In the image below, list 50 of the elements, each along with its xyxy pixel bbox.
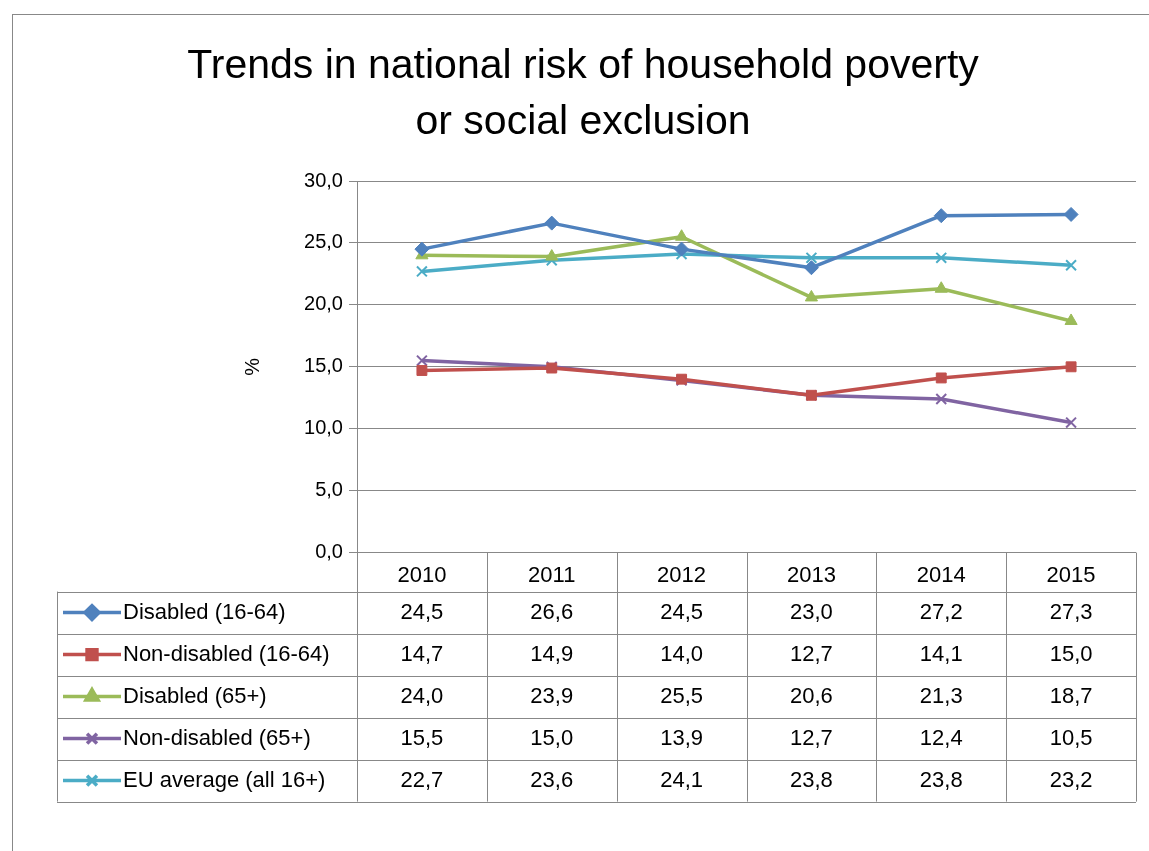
data-label: 24,5 xyxy=(660,598,703,624)
data-label: 14,9 xyxy=(530,640,574,666)
data-label: 22,7 xyxy=(400,766,444,792)
data-label: 15,0 xyxy=(530,724,574,750)
x-tick-label: 2010 xyxy=(397,561,447,587)
data-label: 12,7 xyxy=(790,640,833,666)
data-label: 23,0 xyxy=(790,598,833,624)
data-label: 15,0 xyxy=(1049,640,1093,666)
legend-label: Non-disabled (16-64) xyxy=(123,640,330,666)
data-label: 14,0 xyxy=(660,640,703,666)
data-label: 25,5 xyxy=(660,682,703,708)
data-label: 13,9 xyxy=(660,724,703,750)
data-label: 12,7 xyxy=(790,724,833,750)
data-label: 23,2 xyxy=(1049,766,1093,792)
x-tick-label: 2013 xyxy=(786,561,836,587)
y-tick-label: 5,0 xyxy=(315,478,343,501)
data-label: 21,3 xyxy=(919,682,963,708)
y-tick-label: 20,0 xyxy=(304,292,343,315)
data-label: 24,5 xyxy=(400,598,444,624)
data-label: 27,3 xyxy=(1049,598,1093,624)
data-label: 18,7 xyxy=(1049,682,1093,708)
y-tick-label: 25,0 xyxy=(304,230,343,253)
x-tick-label: 2012 xyxy=(657,561,707,587)
data-label: 24,0 xyxy=(400,682,444,708)
data-label: 26,6 xyxy=(530,598,574,624)
legend-label: Non-disabled (65+) xyxy=(123,724,311,750)
data-label: 10,5 xyxy=(1049,724,1093,750)
data-label: 27,2 xyxy=(919,598,963,624)
data-label: 14,7 xyxy=(400,640,444,666)
data-label: 12,4 xyxy=(919,724,963,750)
legend-label: Disabled (16-64) xyxy=(123,598,286,624)
y-tick-label: 15,0 xyxy=(304,354,343,377)
x-tick-label: 2014 xyxy=(916,561,966,587)
legend-label: Disabled (65+) xyxy=(123,682,267,708)
y-tick-label: 10,0 xyxy=(304,416,343,439)
y-axis-title: % xyxy=(240,357,263,376)
x-tick-label: 2015 xyxy=(1046,561,1096,587)
x-tick-label: 2011 xyxy=(528,561,576,587)
data-label: 24,1 xyxy=(660,766,703,792)
chart-title: Trends in national risk of household poverty or social exclusion xyxy=(186,40,980,145)
data-label: 23,8 xyxy=(919,766,963,792)
data-label: 14,1 xyxy=(919,640,963,666)
legend-label: EU average (all 16+) xyxy=(123,766,326,792)
data-label: 15,5 xyxy=(400,724,444,750)
data-label: 23,8 xyxy=(790,766,833,792)
data-label: 23,9 xyxy=(530,682,574,708)
y-tick-label: 0,0 xyxy=(315,540,343,563)
data-label: 20,6 xyxy=(790,682,833,708)
data-label: 23,6 xyxy=(530,766,574,792)
y-tick-label: 30,0 xyxy=(304,168,343,191)
